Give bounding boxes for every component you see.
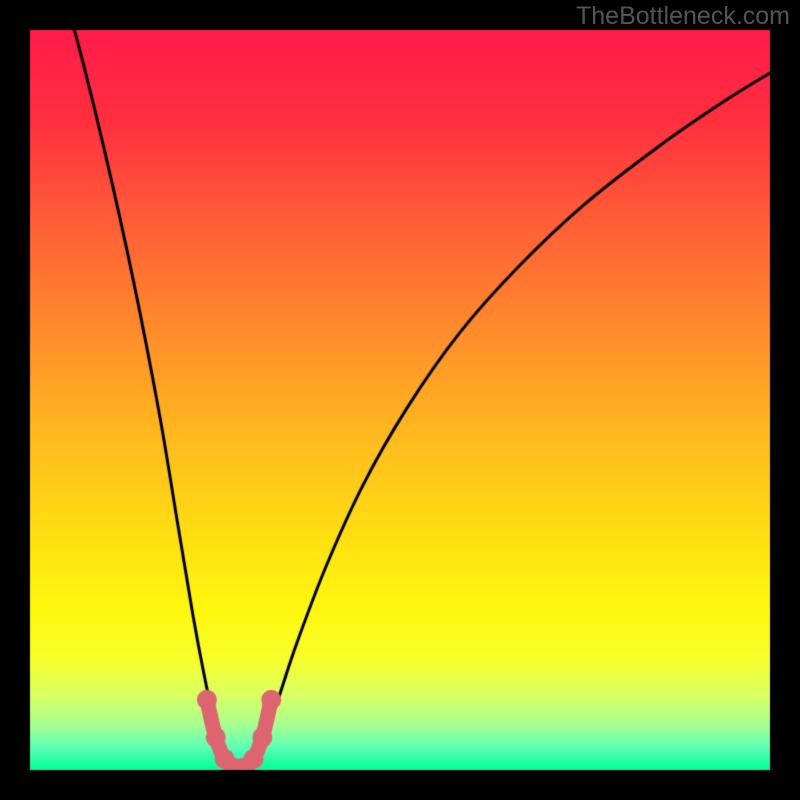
bottleneck-chart-canvas [0, 0, 800, 800]
chart-container: TheBottleneck.com [0, 0, 800, 800]
watermark-text: TheBottleneck.com [576, 2, 790, 31]
